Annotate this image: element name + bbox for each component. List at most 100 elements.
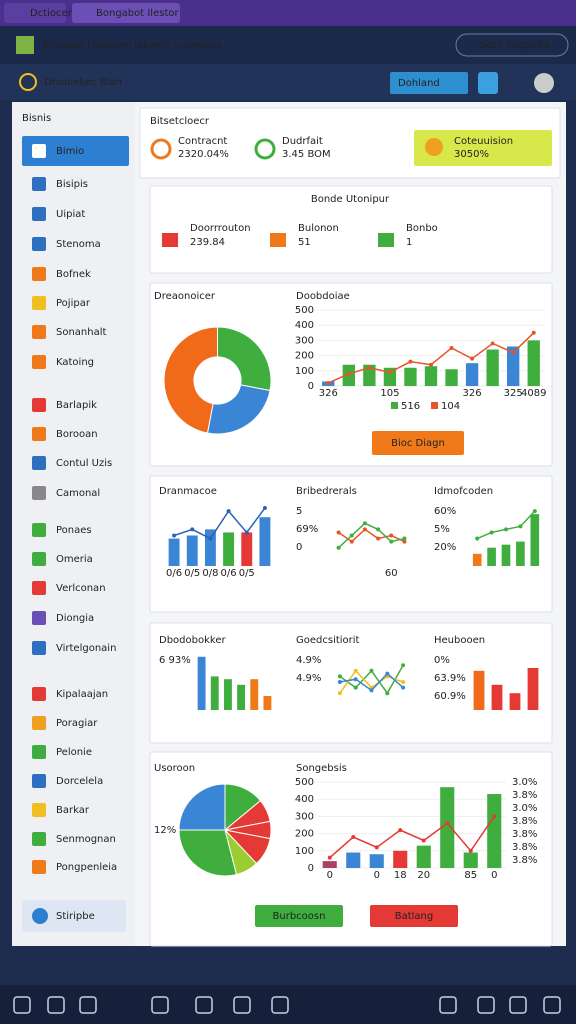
sidebar-item[interactable]: Camonal [56, 488, 100, 499]
line [173, 507, 266, 540]
x-tick-label: 20 [417, 870, 430, 881]
bar [424, 366, 438, 386]
sidebar-item[interactable]: Senmognan [56, 834, 116, 845]
sidebar-item[interactable]: Dorcelela [56, 776, 103, 787]
bar [204, 529, 216, 566]
y-tick-label: 0 [308, 863, 314, 874]
bar [404, 367, 417, 386]
toolbar-icon[interactable] [478, 72, 498, 94]
taskbar-icon[interactable] [47, 996, 65, 1014]
point [346, 371, 351, 376]
chart-note: 69% [296, 524, 318, 535]
taskbar-icon[interactable] [271, 996, 289, 1014]
donut-hole [193, 356, 242, 405]
button[interactable] [372, 431, 464, 455]
stat-label: Bulonon [298, 223, 339, 234]
sidebar-item[interactable]: Ponaes [56, 525, 92, 536]
bar [363, 364, 376, 386]
taskbar-icon[interactable] [151, 996, 169, 1014]
slice [178, 829, 238, 877]
sidebar-item[interactable]: Pelonie [56, 747, 92, 758]
sidebar-item[interactable]: Contul Uzis [56, 458, 112, 469]
avatar[interactable] [534, 73, 554, 93]
sidebar-icon [32, 325, 46, 339]
chart-note: 5% [434, 524, 450, 535]
sidebar-footer-label[interactable]: Stiripbe [56, 911, 95, 922]
bar [210, 676, 219, 710]
legend-swatch [431, 402, 438, 409]
sidebar-item[interactable]: Uipiat [56, 209, 85, 220]
summary-value: 2320.04% [178, 149, 229, 160]
button-label[interactable]: Bioc Diagn [391, 438, 445, 449]
tab-label[interactable]: Bongabot Ilestor [96, 8, 179, 19]
taskbar-icon[interactable] [13, 996, 31, 1014]
bar [168, 538, 180, 566]
chart-title: Idmofcoden [434, 486, 493, 497]
highlight-icon [425, 138, 443, 156]
chart-title: Dbodobokker [159, 635, 226, 646]
sidebar-item[interactable]: Barkar [56, 805, 90, 816]
point [349, 533, 354, 538]
taskbar-icon[interactable] [439, 996, 457, 1014]
bar [487, 547, 496, 566]
sidebar-item[interactable]: Virtelgonain [56, 643, 116, 654]
toolbar-button[interactable] [390, 72, 468, 94]
sidebar-active[interactable] [22, 136, 129, 166]
sidebar-item[interactable]: Pongpenleia [56, 862, 117, 873]
chart-title: Heubooen [434, 635, 485, 646]
sidebar-item[interactable]: Diongia [56, 613, 94, 624]
sidebar-item[interactable]: Bofnek [56, 269, 91, 280]
point [531, 330, 536, 335]
sidebar-item[interactable]: Bimio [56, 146, 84, 157]
sidebar-icon [32, 611, 46, 625]
point [468, 848, 473, 853]
point [511, 350, 516, 355]
sidebar-item[interactable]: Barlapik [56, 400, 97, 411]
taskbar-icon[interactable] [79, 996, 97, 1014]
tab[interactable] [72, 3, 180, 23]
point [389, 533, 394, 538]
sidebar-item[interactable]: Poragiar [56, 718, 98, 729]
chart-title: Usoroon [154, 763, 195, 774]
summary-icon [150, 138, 172, 160]
sidebar-item[interactable]: Pojipar [56, 298, 91, 309]
taskbar-icon[interactable] [233, 996, 251, 1014]
taskbar-icon[interactable] [195, 996, 213, 1014]
sidebar-item[interactable]: Sonanhalt [56, 327, 107, 338]
sidebar-item[interactable]: Stenoma [56, 239, 101, 250]
sidebar-item[interactable]: Omeria [56, 554, 93, 565]
taskbar-icon[interactable] [543, 996, 561, 1014]
bar [507, 346, 520, 386]
search-label[interactable]: Sotir Dioptrite [480, 40, 550, 51]
sidebar-footer[interactable] [22, 900, 126, 932]
point [362, 521, 367, 526]
tab-label[interactable]: Dctiocer [30, 8, 73, 19]
toolbar-button-label[interactable]: Dohland [398, 78, 440, 89]
x-tick-label: 4089 [521, 388, 546, 399]
point [401, 680, 406, 684]
sidebar-icon [32, 687, 46, 701]
point [369, 688, 374, 693]
y-tick-label: 500 [295, 305, 314, 316]
bar [416, 845, 431, 868]
sidebar-item[interactable]: Bisipis [56, 179, 88, 190]
chart-note: 63.9% [434, 673, 466, 684]
taskbar-icon[interactable] [509, 996, 527, 1014]
sidebar-item[interactable]: Kipalaajan [56, 689, 108, 700]
tab[interactable] [4, 3, 66, 23]
point [408, 359, 413, 364]
sidebar-item[interactable]: Katoing [56, 357, 94, 368]
point [244, 530, 249, 535]
logo [16, 36, 34, 54]
sidebar-item[interactable]: Borooan [56, 429, 98, 440]
button[interactable] [370, 905, 458, 927]
point [349, 539, 354, 544]
point [376, 536, 381, 541]
button-label[interactable]: Batlang [395, 911, 434, 922]
taskbar-icon[interactable] [477, 996, 495, 1014]
point [385, 671, 390, 676]
button-label[interactable]: Burbcoosn [273, 911, 326, 922]
sidebar-item[interactable]: Verlconan [56, 583, 106, 594]
button[interactable] [255, 905, 343, 927]
search-box[interactable] [455, 33, 569, 57]
